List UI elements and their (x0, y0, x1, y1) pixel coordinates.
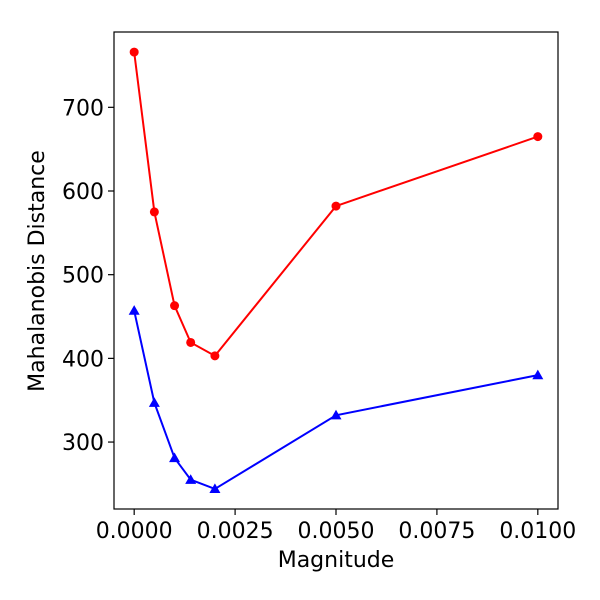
x-tick-label: 0.0050 (298, 519, 375, 544)
data-point (169, 452, 181, 463)
y-tick-label: 500 (62, 264, 104, 289)
y-tick-label: 400 (62, 347, 104, 372)
data-point (128, 305, 140, 315)
data-point (149, 207, 159, 217)
data-point (330, 409, 342, 420)
data-point (209, 483, 221, 494)
y-axis: 300 400 500 600 700 (62, 96, 114, 456)
data-point (185, 474, 197, 484)
data-point (331, 201, 341, 211)
series-2 (128, 305, 544, 494)
y-tick-label: 700 (62, 96, 104, 121)
data-point (533, 132, 543, 142)
x-tick-label: 0.0075 (398, 519, 475, 544)
y-tick-label: 600 (62, 180, 104, 205)
y-tick-label: 300 (62, 431, 104, 456)
plot-frame (113, 31, 559, 510)
data-point (186, 337, 196, 347)
data-point (210, 351, 220, 361)
x-axis: 0.0000 0.0025 0.0050 0.0075 0.0100 (96, 509, 576, 544)
series-1 (129, 47, 543, 361)
x-tick-label: 0.0000 (96, 519, 173, 544)
x-tick-label: 0.0025 (197, 519, 274, 544)
series-layer (128, 47, 544, 494)
data-point (148, 397, 160, 407)
data-point (129, 47, 139, 57)
x-tick-label: 0.0100 (499, 519, 576, 544)
data-point (532, 369, 544, 380)
x-axis-label: Magnitude (278, 548, 395, 573)
y-axis-label: Mahalanobis Distance (25, 150, 50, 392)
series-line (133, 310, 539, 491)
data-point (170, 301, 180, 311)
